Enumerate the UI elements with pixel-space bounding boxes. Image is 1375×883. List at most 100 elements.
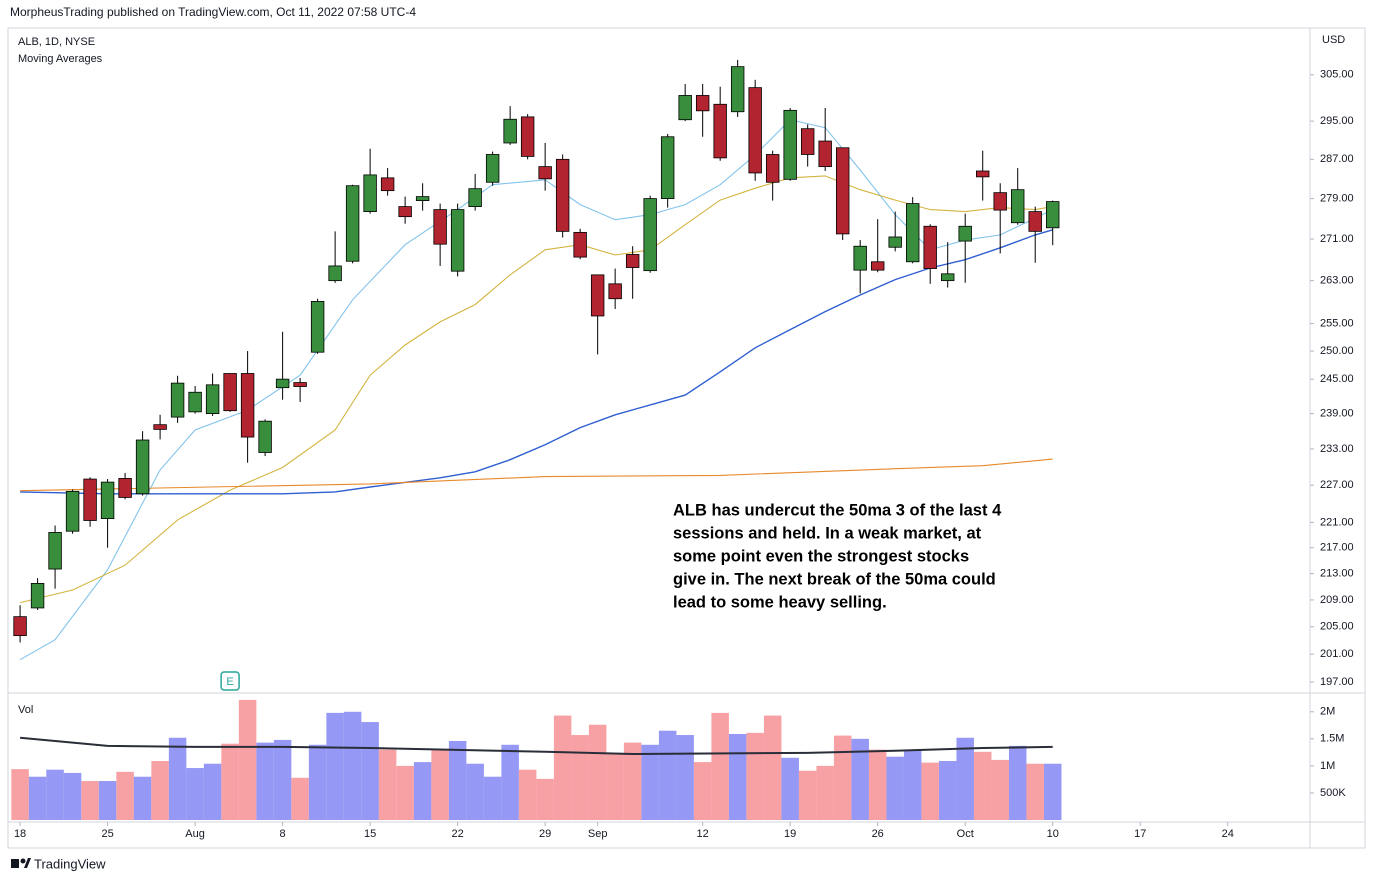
y-tick-label: 263.00 <box>1320 275 1354 287</box>
candle-body <box>380 177 395 192</box>
x-tick-label: 18 <box>14 828 26 840</box>
candle-body <box>643 198 657 272</box>
candle-body <box>730 66 745 113</box>
volume-bar <box>396 765 414 820</box>
volume-bar <box>973 751 992 820</box>
candle-body <box>888 236 902 248</box>
y-tick-label: 205.00 <box>1320 621 1354 633</box>
candle-body <box>118 478 132 498</box>
y-tick-label: 239.00 <box>1320 408 1354 420</box>
volume-bar <box>991 759 1009 820</box>
volume-bar <box>46 769 64 820</box>
volume-bar <box>536 778 554 820</box>
volume-bar <box>361 722 379 820</box>
candle-body <box>678 95 692 121</box>
volume-bar <box>886 756 904 820</box>
candle-body <box>573 231 587 258</box>
candle-body <box>538 166 552 180</box>
footer-brand: TradingView <box>34 856 106 871</box>
x-tick-label: 22 <box>452 828 464 840</box>
volume-bar <box>238 699 257 820</box>
published-line: MorpheusTrading published on TradingView… <box>10 5 416 19</box>
volume-bar <box>868 749 887 820</box>
candle-body <box>65 490 80 532</box>
volume-bar <box>746 732 764 820</box>
candle-body <box>923 225 937 269</box>
volume-bar <box>343 711 362 820</box>
candle-body <box>468 188 482 207</box>
candle-body <box>660 136 675 200</box>
candle-body <box>310 301 325 353</box>
volume-bar <box>273 739 292 820</box>
annotation-line: sessions and held. In a weak market, at <box>673 524 982 542</box>
x-tick-label: 25 <box>101 828 113 840</box>
symbol-label: ALB, 1D, NYSE <box>18 36 95 48</box>
candle-body <box>835 147 850 235</box>
y-tick-label: 213.00 <box>1320 568 1354 580</box>
x-tick-label: 26 <box>872 828 884 840</box>
candle-body <box>363 174 377 213</box>
candle-body <box>765 154 780 183</box>
volume-bar <box>28 776 47 820</box>
volume-bar <box>256 742 274 820</box>
volume-bar <box>221 743 239 820</box>
volume-bar <box>728 733 747 820</box>
volume-bar <box>781 757 799 820</box>
candle-body <box>608 283 622 300</box>
volume-bar <box>606 753 624 820</box>
candle-body <box>941 273 955 282</box>
tradingview-logo <box>11 858 31 868</box>
volume-bar <box>413 762 432 820</box>
y-tick-label: 221.00 <box>1320 516 1354 528</box>
volume-bar <box>1008 745 1027 820</box>
volume-bar <box>448 740 467 820</box>
volume-bar <box>588 724 607 820</box>
x-tick-label: Aug <box>185 828 205 840</box>
y-tick-label: 279.00 <box>1320 193 1354 205</box>
candle-body <box>870 261 885 271</box>
y-tick-label: 255.00 <box>1320 317 1354 329</box>
x-tick-label: 10 <box>1047 828 1059 840</box>
candle-body <box>48 532 62 570</box>
candle-body <box>170 382 185 418</box>
volume-bar <box>291 777 309 820</box>
candle-body <box>993 192 1007 211</box>
x-tick-label: 24 <box>1222 828 1234 840</box>
volume-bar <box>938 761 957 820</box>
volume-bar <box>816 765 834 820</box>
volume-bar <box>711 712 729 820</box>
volume-tick-label: 1M <box>1320 760 1335 772</box>
candle-body <box>223 373 237 412</box>
volume-bar <box>168 737 187 820</box>
y-tick-label: 209.00 <box>1320 594 1354 606</box>
volume-bar <box>116 771 134 820</box>
volume-bar <box>903 749 922 820</box>
candle-body <box>783 109 797 180</box>
candle-body <box>328 265 342 282</box>
candle-body <box>976 170 990 178</box>
currency-label: USD <box>1322 34 1345 46</box>
volume-bar <box>378 749 397 820</box>
candle-body <box>345 185 360 262</box>
annotation-line: give in. The next break of the 50ma coul… <box>673 570 996 588</box>
y-tick-label: 287.00 <box>1320 153 1354 165</box>
candle-body <box>100 481 115 520</box>
volume-bar <box>133 776 152 820</box>
volume-bar <box>921 762 939 820</box>
volume-bar <box>501 744 519 820</box>
annotation-line: some point even the strongest stocks <box>673 547 969 565</box>
volume-bar <box>1043 763 1062 820</box>
volume-bar <box>518 769 537 820</box>
x-tick-label: 19 <box>784 828 796 840</box>
volume-label: Vol <box>18 704 33 716</box>
candle-body <box>153 424 167 430</box>
x-tick-label: 12 <box>697 828 709 840</box>
x-tick-label: 8 <box>280 828 286 840</box>
volume-tick-label: 500K <box>1320 787 1346 799</box>
y-tick-label: 295.00 <box>1320 115 1354 127</box>
y-tick-label: 201.00 <box>1320 648 1354 660</box>
candle-body <box>83 478 97 521</box>
y-tick-label: 197.00 <box>1320 676 1354 688</box>
candle-body <box>1011 189 1025 224</box>
